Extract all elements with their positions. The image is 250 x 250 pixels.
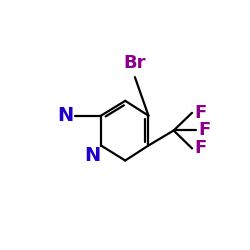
Text: N: N: [84, 146, 100, 166]
Text: N: N: [58, 106, 74, 125]
Text: F: F: [198, 122, 210, 140]
Text: Br: Br: [124, 54, 146, 72]
Text: F: F: [194, 140, 207, 158]
Text: F: F: [194, 104, 207, 122]
